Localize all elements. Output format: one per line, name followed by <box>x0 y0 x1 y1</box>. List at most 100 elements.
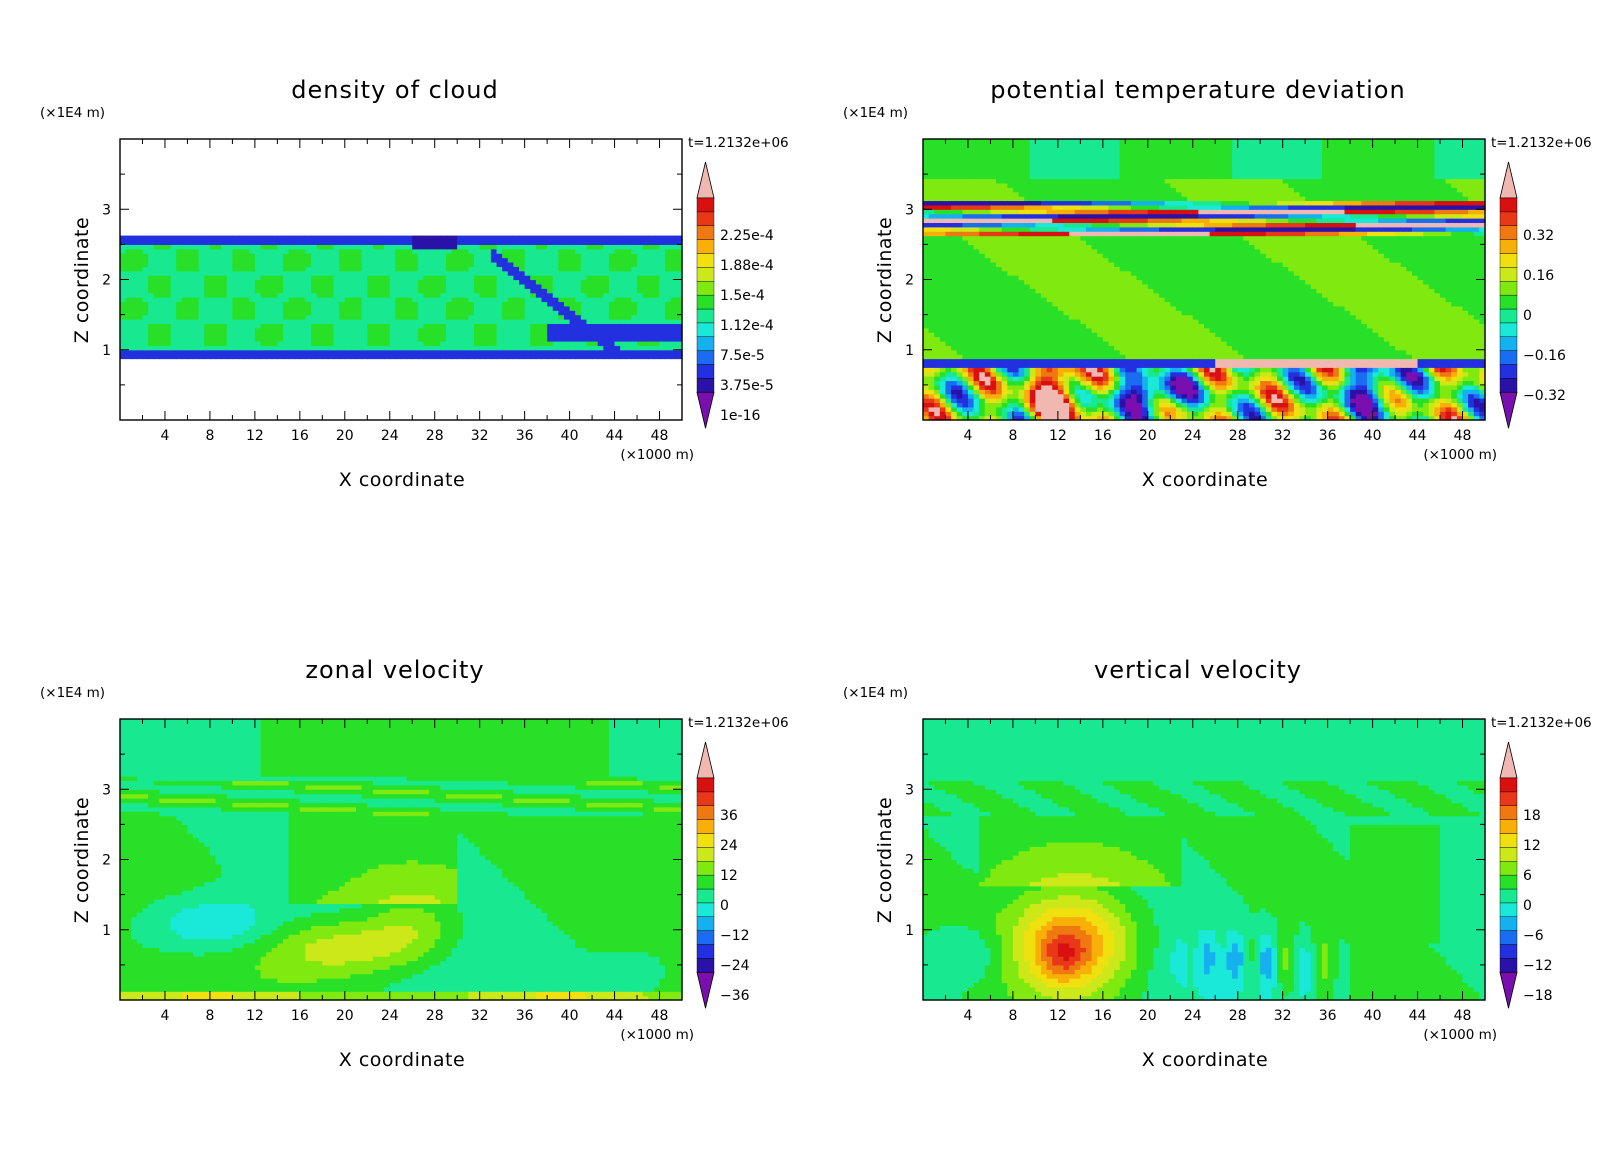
heatmap-cell <box>457 261 464 267</box>
heatmap-cell <box>984 376 992 382</box>
heatmap-cell <box>1074 305 1081 311</box>
heatmap-cell <box>462 257 470 263</box>
heatmap-cell <box>384 336 391 342</box>
heatmap-cell <box>215 297 222 303</box>
heatmap-cell <box>378 248 385 254</box>
heatmap-cell <box>462 270 470 276</box>
heatmap-cell <box>384 288 391 294</box>
heatmap-cell <box>401 349 408 355</box>
heatmap-cell <box>401 279 408 285</box>
heatmap-cell <box>614 239 621 245</box>
heatmap-cell <box>1024 160 1031 166</box>
heatmap-cell <box>1069 222 1076 228</box>
heatmap-cell <box>474 261 481 267</box>
heatmap-cell <box>1041 191 1048 197</box>
heatmap-cell <box>1080 226 1087 232</box>
heatmap-cell <box>131 297 138 303</box>
heatmap-cell <box>282 332 290 338</box>
heatmap-cell <box>311 297 318 303</box>
heatmap-cell <box>1029 187 1036 193</box>
heatmap-cell <box>996 415 1003 421</box>
heatmap-cell <box>951 292 958 298</box>
heatmap-cell <box>378 266 385 272</box>
heatmap-cell <box>928 152 935 158</box>
heatmap-cell <box>1035 174 1042 180</box>
heatmap-cell <box>1085 297 1093 303</box>
heatmap-cell <box>1029 371 1036 377</box>
heatmap-cell <box>1001 156 1008 162</box>
heatmap-cell <box>282 301 290 307</box>
heatmap-cell <box>277 288 284 294</box>
heatmap-cell <box>945 358 952 364</box>
heatmap-cell <box>597 239 604 245</box>
heatmap-cell <box>614 279 621 285</box>
heatmap-cell <box>1029 231 1036 237</box>
heatmap-cell <box>1052 248 1059 254</box>
heatmap-cell <box>440 253 447 259</box>
heatmap-cell <box>372 327 380 333</box>
heatmap-cell <box>120 279 127 285</box>
heatmap-cell <box>631 275 638 281</box>
heatmap-cell <box>193 327 200 333</box>
heatmap-cell <box>990 297 997 303</box>
heatmap-cell <box>945 248 952 254</box>
heatmap-cell <box>620 297 627 303</box>
heatmap-cell <box>979 169 986 175</box>
heatmap-cell <box>1007 257 1014 263</box>
heatmap-cell <box>1069 204 1076 210</box>
heatmap-cell <box>967 319 975 325</box>
heatmap-cell <box>1018 327 1025 333</box>
heatmap-cell <box>586 323 593 329</box>
heatmap-cell <box>513 283 520 289</box>
heatmap-cell <box>973 393 980 399</box>
heatmap-cell <box>637 301 644 307</box>
heatmap-cell <box>305 305 312 311</box>
heatmap-cell <box>923 288 930 294</box>
heatmap-cell <box>1069 160 1076 166</box>
heatmap-cell <box>333 349 340 355</box>
heatmap-cell <box>569 292 576 298</box>
heatmap-cell <box>1097 261 1104 267</box>
heatmap-cell <box>401 275 408 281</box>
heatmap-cell <box>176 257 183 263</box>
heatmap-cell <box>429 275 436 281</box>
heatmap-cell <box>530 292 537 298</box>
heatmap-cell <box>221 235 228 241</box>
heatmap-cell <box>136 314 144 320</box>
heatmap-cell <box>417 279 425 285</box>
heatmap-cell <box>378 253 385 259</box>
heatmap-cell <box>519 279 526 285</box>
heatmap-cell <box>131 239 138 245</box>
heatmap-cell <box>198 239 205 245</box>
heatmap-cell <box>642 345 649 351</box>
heatmap-cell <box>603 323 610 329</box>
heatmap-cell <box>558 283 565 289</box>
heatmap-cell <box>215 323 222 329</box>
heatmap-cell <box>547 261 554 267</box>
heatmap-cell <box>1063 323 1070 329</box>
heatmap-cell <box>136 327 144 333</box>
heatmap-cell <box>176 332 183 338</box>
heatmap-cell <box>1012 248 1020 254</box>
heatmap-cell <box>580 327 588 333</box>
heatmap-cell <box>1007 332 1014 338</box>
heatmap-cell <box>625 323 633 329</box>
heatmap-cell <box>945 261 952 267</box>
heatmap-cell <box>1029 191 1036 197</box>
y-tick-label: 3 <box>102 202 111 218</box>
heatmap-cell <box>928 358 935 364</box>
heatmap-cell <box>586 244 593 250</box>
heatmap-cell <box>1012 143 1020 149</box>
heatmap-cell <box>1012 415 1020 421</box>
heatmap-cell <box>125 270 132 276</box>
heatmap-cell <box>530 354 537 360</box>
heatmap-cell <box>951 354 958 360</box>
heatmap-cell <box>1097 174 1104 180</box>
heatmap-cell <box>984 393 992 399</box>
heatmap-cell <box>243 349 250 355</box>
heatmap-cell <box>1052 222 1059 228</box>
heatmap-cell <box>637 310 644 316</box>
heatmap-cell <box>209 297 217 303</box>
heatmap-cell <box>956 310 963 316</box>
heatmap-cell <box>474 235 481 241</box>
